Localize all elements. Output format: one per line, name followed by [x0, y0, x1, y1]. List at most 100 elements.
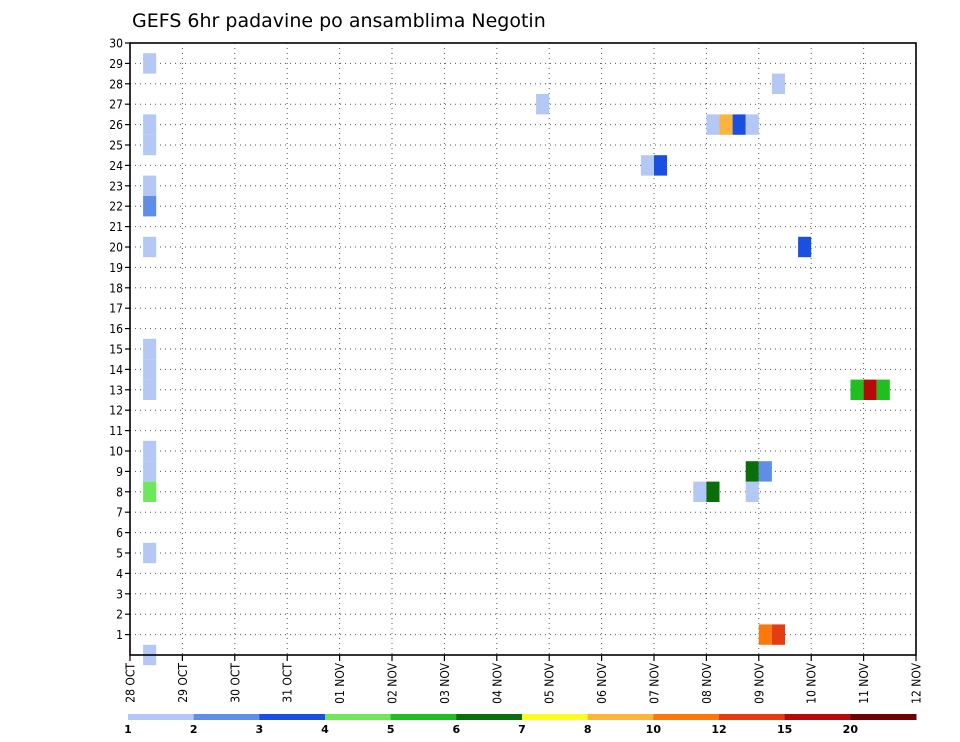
- data-cell: [143, 359, 157, 380]
- colorbar-segment: [390, 714, 457, 720]
- data-cell: [745, 461, 759, 482]
- data-cell: [863, 379, 877, 400]
- data-cell: [850, 379, 864, 400]
- y-tick-label: 10: [109, 445, 123, 459]
- y-tick-label: 12: [109, 404, 123, 418]
- chart-title: GEFS 6hr padavine po ansamblima Negotin: [132, 10, 546, 32]
- y-tick-label: 1: [116, 628, 123, 642]
- y-tick-label: 22: [109, 200, 123, 214]
- y-tick-label: 11: [109, 424, 123, 438]
- data-cell: [143, 134, 157, 156]
- y-tick-label: 26: [109, 118, 123, 132]
- colorbar-label: 20: [843, 723, 859, 736]
- colorbar-segment: [719, 714, 786, 720]
- colorbar-segment: [653, 714, 720, 720]
- data-cell: [745, 481, 759, 502]
- data-cell: [706, 481, 720, 502]
- colorbar-segment: [128, 714, 195, 720]
- data-cell: [143, 379, 157, 400]
- colorbar-label: 8: [584, 723, 592, 736]
- data-cell: [706, 114, 720, 135]
- colorbar-segment: [587, 714, 654, 720]
- y-tick-label: 20: [109, 241, 123, 255]
- data-cell: [771, 73, 785, 94]
- x-axis: 28 OCT 29 OCT 30 OCT 31 OCT 01 NOV 02 NOV 03 N…: [124, 655, 924, 704]
- data-cell: [143, 461, 157, 482]
- data-cell: [758, 624, 772, 645]
- data-cell: [143, 53, 157, 74]
- colorbar-segment: [259, 714, 326, 720]
- x-tick-label: 29 OCT: [176, 663, 190, 703]
- y-tick-label: 18: [109, 281, 123, 295]
- plot-frame: [129, 42, 917, 656]
- y-tick-label: 3: [116, 587, 123, 601]
- data-cells: [143, 53, 890, 666]
- y-axis: 1234567891011121314151617181920212223242…: [109, 37, 130, 642]
- y-tick-label: 27: [109, 98, 123, 112]
- y-tick-label: 6: [116, 526, 123, 540]
- colorbar-label: 12: [711, 723, 726, 736]
- data-cell: [758, 461, 772, 482]
- data-cell: [143, 542, 157, 564]
- colorbar-segment: [522, 714, 589, 720]
- data-cell: [693, 481, 707, 502]
- y-tick-label: 28: [109, 77, 123, 91]
- data-cell: [143, 114, 157, 135]
- colorbar-label: 7: [518, 723, 526, 736]
- y-tick-label: 2: [116, 608, 123, 622]
- data-cell: [876, 379, 890, 400]
- data-cell: [143, 481, 157, 502]
- colorbar-label: 2: [190, 723, 198, 736]
- colorbar-label: 1: [124, 723, 132, 736]
- data-cell: [143, 196, 157, 217]
- colorbar-segment: [850, 714, 917, 720]
- x-tick-label: 11 NOV: [857, 662, 871, 704]
- x-tick-label: 03 NOV: [438, 662, 452, 704]
- data-cell: [536, 94, 550, 115]
- data-cell: [771, 624, 785, 645]
- y-tick-label: 5: [116, 547, 123, 561]
- x-tick-label: 09 NOV: [752, 662, 766, 704]
- y-tick-label: 17: [109, 302, 123, 316]
- x-tick-label: 08 NOV: [700, 662, 714, 704]
- x-tick-label: 31 OCT: [281, 663, 295, 703]
- grid: [130, 43, 916, 655]
- data-cell: [640, 155, 654, 176]
- x-tick-label: 05 NOV: [543, 662, 557, 704]
- y-tick-label: 25: [109, 139, 123, 153]
- x-tick-label: 30 OCT: [228, 663, 242, 703]
- colorbar-segment: [325, 714, 392, 720]
- colorbar-segment: [456, 714, 523, 720]
- data-cell: [143, 236, 157, 258]
- y-tick-label: 9: [116, 465, 123, 479]
- data-cell: [732, 114, 746, 135]
- y-tick-label: 21: [109, 220, 123, 234]
- colorbar-segment: [193, 714, 260, 720]
- y-tick-label: 30: [109, 37, 123, 51]
- data-cell: [143, 338, 157, 360]
- data-cell: [143, 440, 157, 462]
- y-tick-label: 13: [109, 383, 123, 397]
- y-tick-label: 24: [109, 159, 123, 173]
- colorbar-label: 15: [777, 723, 792, 736]
- y-tick-label: 7: [116, 506, 123, 520]
- y-tick-label: 29: [109, 57, 123, 71]
- data-cell: [719, 114, 733, 135]
- y-tick-label: 19: [109, 261, 123, 275]
- colorbar-label: 10: [646, 723, 662, 736]
- data-cell: [143, 175, 157, 196]
- x-tick-label: 07 NOV: [648, 662, 662, 704]
- y-tick-label: 8: [116, 485, 123, 499]
- colorbar-label: 6: [453, 723, 461, 736]
- x-tick-label: 28 OCT: [124, 663, 138, 703]
- x-tick-label: 02 NOV: [386, 662, 400, 704]
- colorbar-label: 3: [256, 723, 264, 736]
- x-tick-label: 06 NOV: [595, 662, 609, 704]
- data-cell: [654, 155, 668, 176]
- y-tick-label: 16: [109, 322, 123, 336]
- colorbar-segment: [784, 714, 851, 720]
- colorbar-label: 4: [321, 723, 329, 736]
- y-tick-label: 4: [116, 567, 123, 581]
- y-tick-label: 14: [109, 363, 123, 377]
